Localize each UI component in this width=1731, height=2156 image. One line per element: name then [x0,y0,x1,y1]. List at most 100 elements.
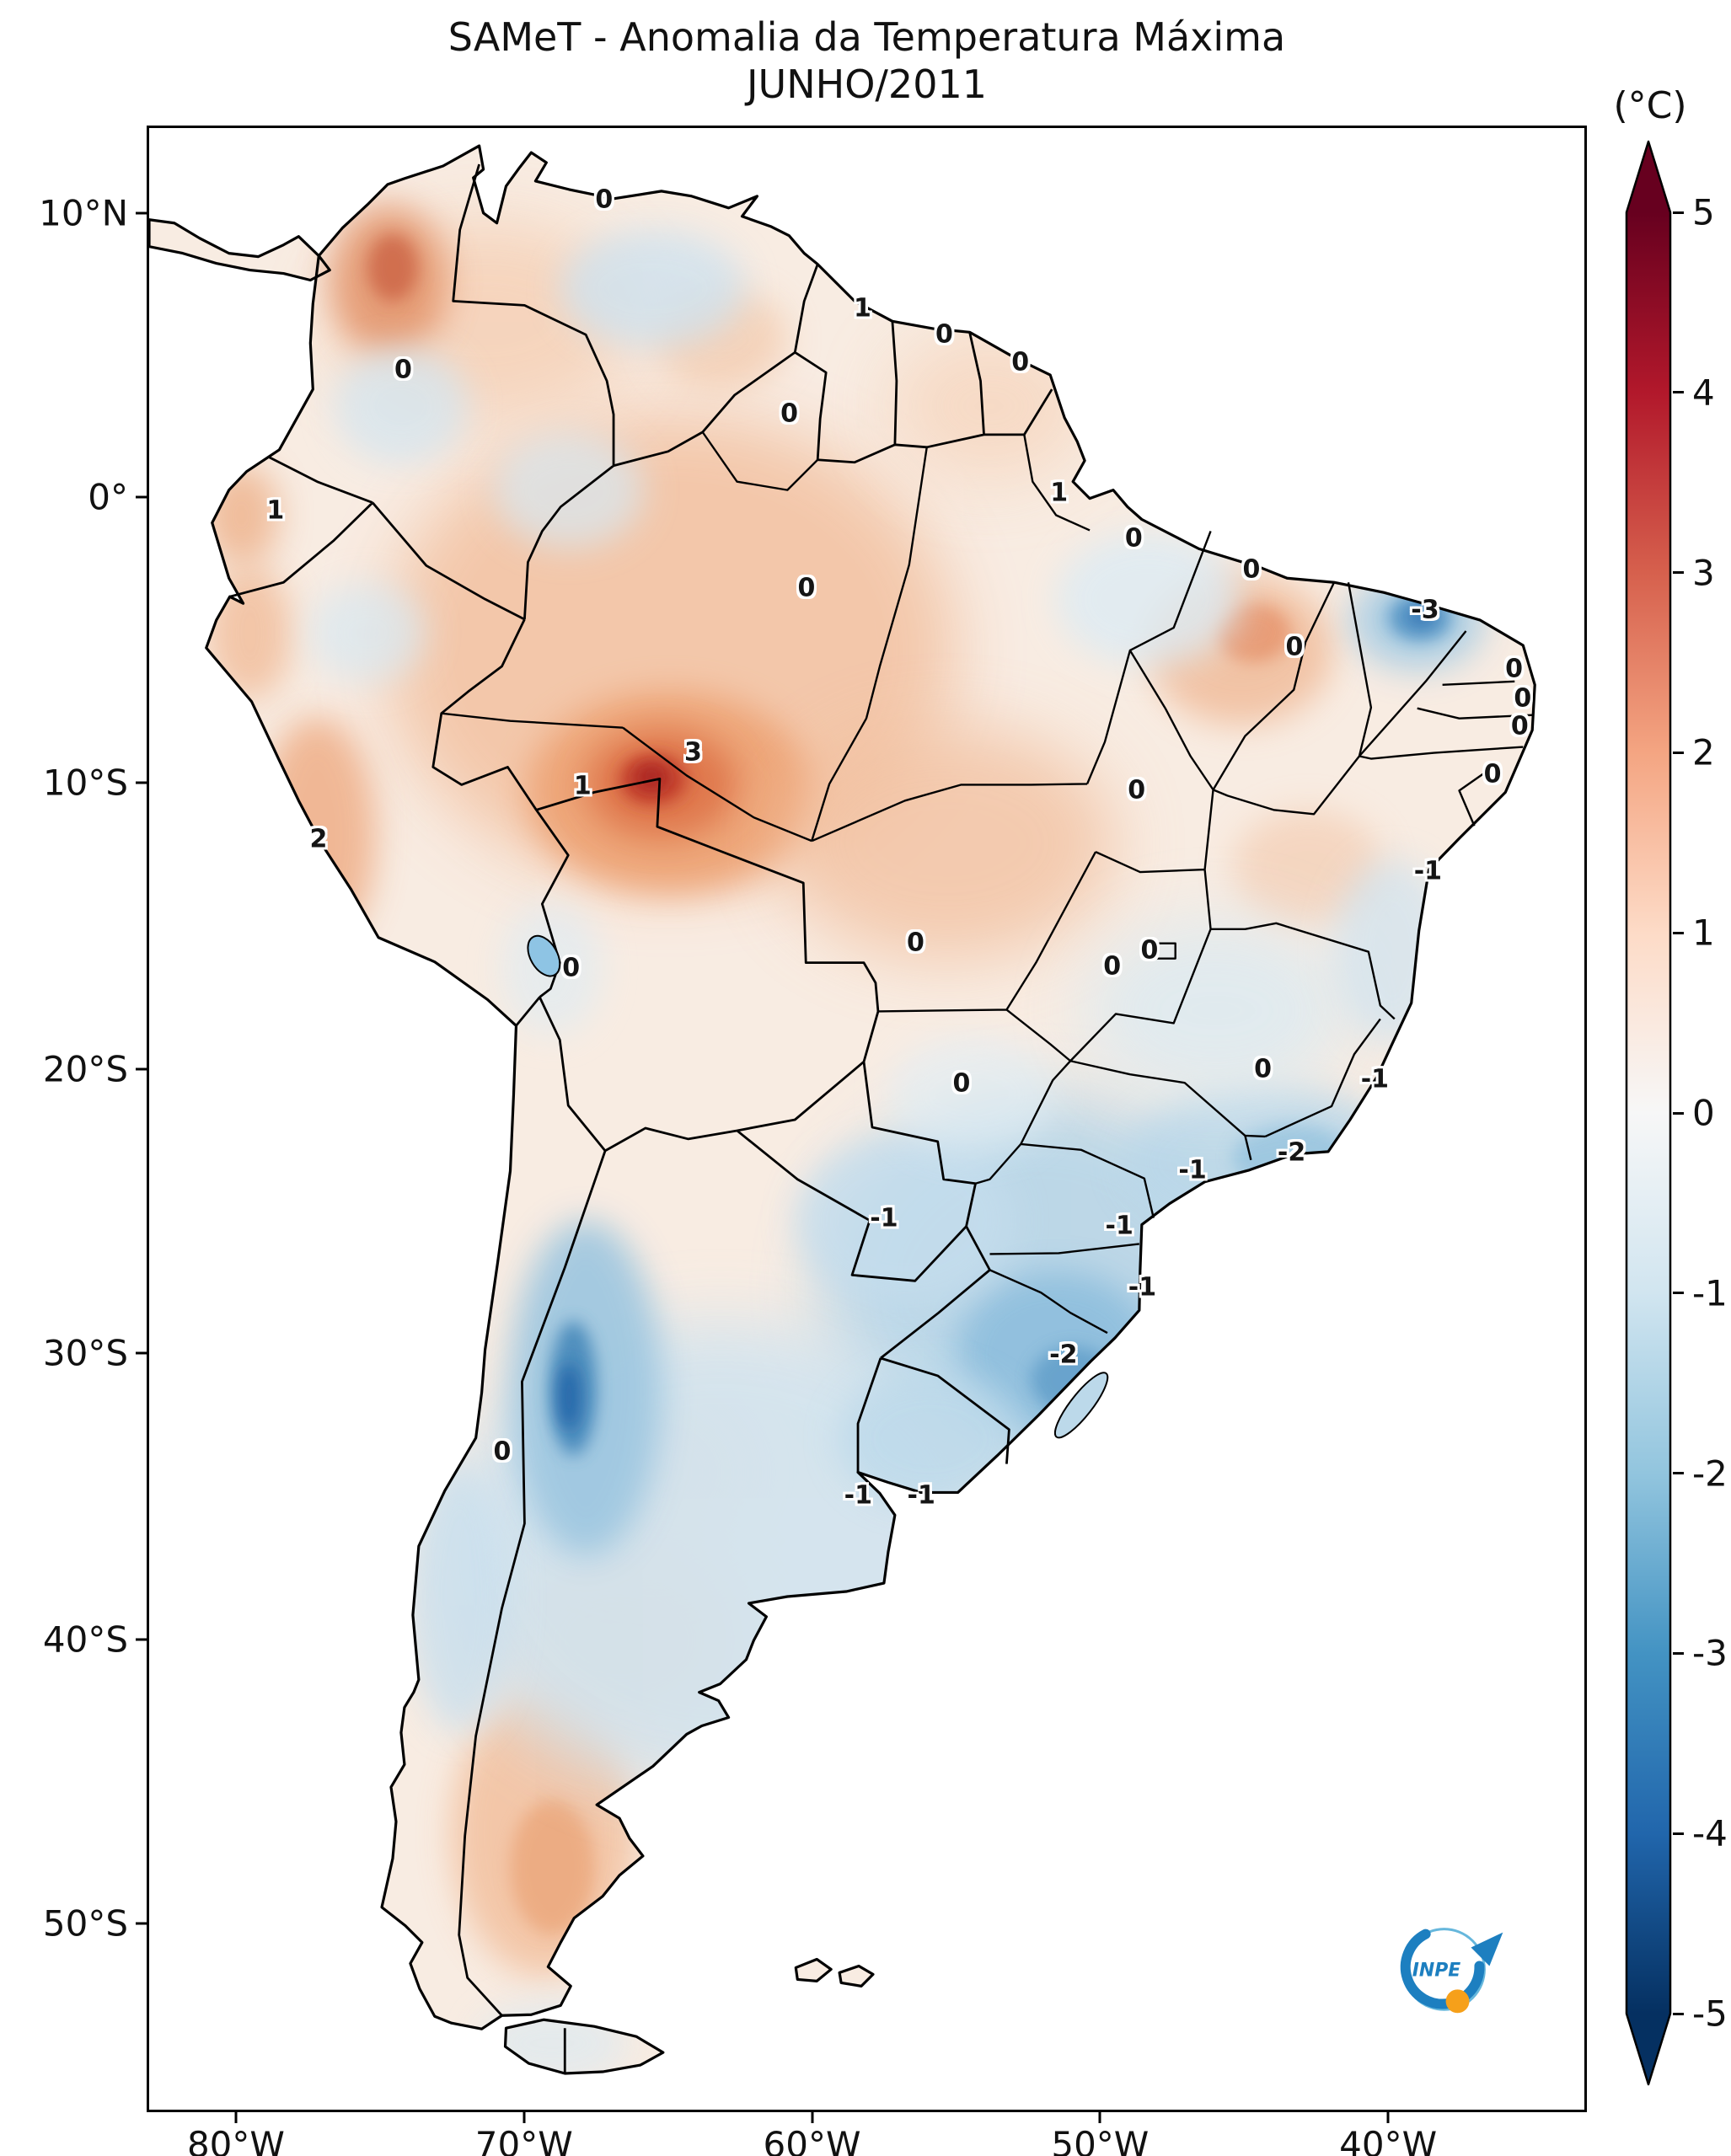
longitude-axis: 80°W 70°W 60°W 50°W 40°W [147,2112,1587,2156]
colorbar-tick-label: -1 [1692,1272,1728,1314]
colorbar-tick-label: -2 [1692,1452,1728,1495]
anomaly-value-label: 1 [853,293,871,324]
lon-tick-mark [811,2112,814,2123]
lat-tick-mark [136,211,147,215]
lat-tick-label: 50°S [42,1902,128,1945]
coastline [149,144,1536,2075]
anomaly-value-label: 0 [1242,554,1261,585]
figure-subtitle: JUNHO/2011 [746,62,987,107]
anomaly-value-label: 0 [1254,1054,1272,1084]
svg-text:INPE: INPE [1412,1960,1461,1981]
colorbar-tick-mark [1673,931,1684,934]
lat-tick-label: 10°S [42,762,128,804]
anomaly-value-label: 0 [1011,347,1030,377]
lat-tick-label: 0° [88,476,128,518]
colorbar-tick-mark [1673,1472,1684,1475]
colorbar-tick-mark [1673,211,1684,214]
lon-tick-label: 40°W [1339,2124,1438,2156]
anomaly-value-label: 0 [780,399,798,429]
anomaly-value-label: 0 [1514,683,1532,714]
state-borders [441,431,1533,1335]
central-america-strip [149,218,331,282]
anomaly-value-label: -3 [1411,595,1439,625]
figure-title: SAMeT - Anomalia da Temperatura Máxima [447,14,1286,60]
colorbar-tick-label: -4 [1692,1812,1728,1854]
anomaly-value-label: -1 [844,1480,872,1511]
lat-tick-label: 20°S [42,1048,128,1090]
anomaly-value-label: -1 [1360,1064,1390,1094]
anomaly-value-label: 0 [1103,951,1122,982]
mainland-coast [205,144,1536,2030]
falkland-island-east [838,1964,875,1987]
colorbar-tick-mark [1673,751,1684,754]
colorbar-tick-label: 0 [1692,1092,1715,1134]
anomaly-value-label: 0 [1483,759,1502,789]
anomaly-value-label: -1 [870,1203,898,1233]
figure-title-block: SAMeT - Anomalia da Temperatura Máxima J… [147,13,1587,108]
anomaly-value-label: 0 [394,355,412,385]
anomaly-value-label: 1 [1050,478,1069,508]
anomaly-value-label: 0 [493,1436,512,1467]
lon-tick-label: 80°W [186,2124,285,2156]
lat-tick-mark [136,495,147,499]
lat-tick-label: 30°S [42,1332,128,1374]
lat-tick-mark [136,1351,147,1355]
lat-tick-label: 40°S [42,1618,128,1661]
colorbar-unit-label: (°C) [1613,84,1687,127]
anomaly-value-label: 0 [1140,935,1159,966]
anomaly-value-label: -1 [1128,1272,1157,1303]
map-plot-area: INPE 0 1 0 0 0 0 1 1 0 0 0 -3 0 0 0 0 0 1 3 0 -1 2 0 0 0 0 0 -1 0 -2-… [147,126,1587,2112]
anomaly-value-label: 0 [906,928,924,958]
anomaly-value-label: 0 [1124,523,1143,554]
anomaly-value-label: 0 [797,573,816,603]
anomaly-value-label: 0 [952,1068,971,1099]
lon-tick-mark [523,2112,526,2123]
anomaly-value-label: 0 [1285,632,1304,662]
latitude-axis: 10°N 0° 10°S 20°S 30°S 40°S 50°S [0,126,147,2112]
lat-tick-mark [136,1067,147,1071]
inpe-logo: INPE [1400,1928,1503,2014]
lagoa-dos-patos [1053,1372,1109,1439]
lat-tick-mark [136,781,147,784]
colorbar [1625,140,1672,2086]
anomaly-value-label: 0 [1128,775,1146,805]
colorbar-tick-label: 4 [1692,372,1715,414]
anomaly-value-label: -1 [1105,1211,1133,1241]
colorbar-tick-label: 1 [1692,912,1715,954]
colorbar-tick-mark [1673,1651,1684,1655]
colorbar-tick-label: 5 [1692,191,1715,233]
colorbar-tick-mark [1673,1111,1684,1115]
lon-tick-label: 60°W [763,2124,861,2156]
anomaly-value-label: 0 [1505,654,1523,684]
lat-tick-mark [136,1638,147,1641]
colorbar-tick-marks [1673,140,1685,2086]
lat-tick-mark [136,1922,147,1925]
anomaly-value-label: 3 [683,737,702,768]
anomaly-value-label: 2 [309,824,328,854]
lon-tick-mark [1386,2112,1390,2123]
colorbar-body [1625,140,1672,2086]
lon-tick-label: 50°W [1051,2124,1150,2156]
lat-tick-label: 10°N [39,192,128,234]
anomaly-value-label: 1 [573,771,592,801]
colorbar-tick-mark [1673,1832,1684,1835]
colorbar-tick-label: -3 [1692,1632,1728,1674]
anomaly-value-label: -2 [1049,1340,1078,1370]
lon-tick-mark [1098,2112,1101,2123]
anomaly-value-label: 1 [266,495,285,526]
lake-titicaca [527,934,561,977]
lon-tick-mark [234,2112,238,2123]
anomaly-value-label: -2 [1277,1137,1306,1168]
anomaly-value-label: -1 [907,1480,935,1511]
anomaly-labels-layer: 0 1 0 0 0 0 1 1 0 0 0 -3 0 0 0 0 0 1 3 0 -1 2 0 0 0 0 0 -1 0 -2 -1 -1 -1… [149,128,1584,2110]
colorbar-tick-mark [1673,571,1684,575]
colorbar-tick-mark [1673,2012,1684,2015]
anomaly-value-label: 0 [1510,711,1529,741]
colorbar-tick-label: -5 [1692,1993,1728,2035]
anomaly-value-label: -1 [1178,1155,1207,1185]
colorbar-tick-mark [1673,391,1684,394]
colorbar-tick-label: 3 [1692,552,1715,594]
colorbar-tick-labels: 5 4 3 2 1 0 -1 -2 -3 -4 -5 [1692,140,1731,2086]
colorbar-tick-mark [1673,1292,1684,1295]
